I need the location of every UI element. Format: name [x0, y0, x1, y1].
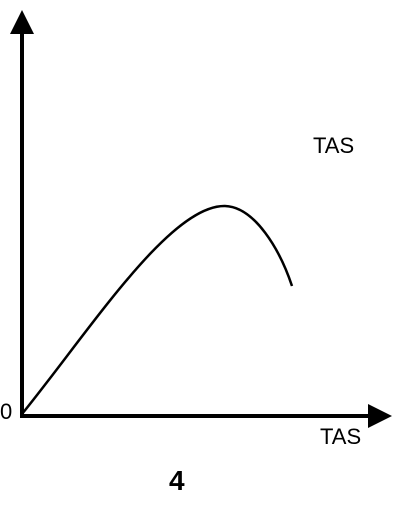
x-axis-arrowhead — [368, 404, 392, 428]
origin-label: 0 — [0, 399, 13, 424]
tas-curve — [21, 204, 294, 415]
x-axis-label: TAS — [320, 424, 362, 449]
figure-number: 4 — [169, 465, 185, 496]
y-axis-arrowhead — [10, 10, 34, 34]
y-axis-label: TAS — [313, 133, 355, 158]
